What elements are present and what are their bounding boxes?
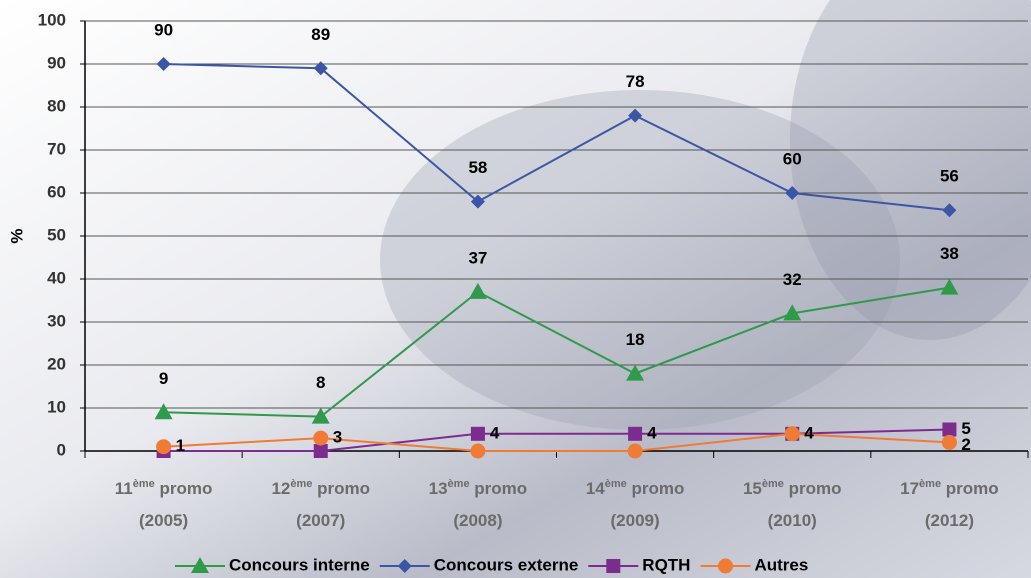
marker — [718, 559, 733, 574]
marker — [313, 431, 328, 446]
y-tick-label: 100 — [38, 10, 66, 29]
y-tick-label: 80 — [47, 96, 66, 115]
data-label: 18 — [626, 330, 645, 349]
y-tick-label: 0 — [57, 440, 66, 459]
data-label: 3 — [333, 428, 342, 447]
data-label: 78 — [626, 72, 645, 91]
data-label: 4 — [490, 423, 500, 442]
marker — [628, 444, 643, 459]
marker — [471, 427, 485, 441]
chart: % 010203040506070809010011ème promo(2005… — [0, 0, 1031, 578]
data-label: 8 — [316, 373, 325, 392]
y-tick-label: 50 — [47, 225, 66, 244]
marker — [942, 423, 956, 437]
y-axis-label: % — [7, 228, 26, 243]
marker — [156, 439, 171, 454]
data-label: 1 — [176, 436, 185, 455]
data-label: 58 — [468, 158, 487, 177]
y-tick-label: 90 — [47, 53, 66, 72]
y-tick-label: 40 — [47, 268, 66, 287]
y-tick-label: 70 — [47, 139, 66, 158]
data-label: 60 — [783, 149, 802, 168]
data-label: 4 — [647, 423, 657, 442]
y-tick-label: 30 — [47, 311, 66, 330]
legend-label: Concours interne — [229, 555, 370, 574]
data-label: 4 — [804, 423, 814, 442]
y-tick-label: 60 — [47, 182, 66, 201]
marker — [606, 559, 620, 573]
legend-label: Concours externe — [434, 555, 579, 574]
data-label: 2 — [961, 435, 970, 454]
data-label: 38 — [940, 244, 959, 263]
data-label: 9 — [159, 369, 168, 388]
marker — [628, 427, 642, 441]
data-label: 56 — [940, 167, 959, 186]
data-label: 32 — [783, 270, 802, 289]
y-tick-label: 20 — [47, 354, 66, 373]
marker — [314, 444, 328, 458]
data-label: 37 — [468, 248, 487, 267]
data-label: 89 — [311, 25, 330, 44]
y-tick-label: 10 — [47, 397, 66, 416]
legend-label: Autres — [754, 555, 808, 574]
marker — [470, 444, 485, 459]
data-label: 90 — [154, 20, 173, 39]
marker — [785, 426, 800, 441]
legend-label: RQTH — [642, 555, 690, 574]
marker — [942, 435, 957, 450]
